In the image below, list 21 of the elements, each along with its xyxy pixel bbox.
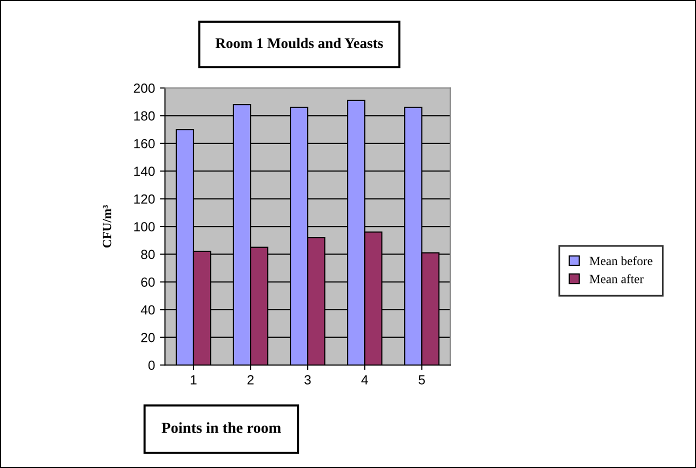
x-tick-label: 4 bbox=[361, 375, 368, 384]
x-tick-label: 2 bbox=[248, 375, 254, 384]
y-tick-label: 120 bbox=[134, 194, 155, 204]
x-tick-label: 3 bbox=[304, 375, 311, 384]
y-axis-title: CFU/m³ bbox=[102, 205, 112, 248]
y-tick-label: 100 bbox=[134, 222, 155, 232]
y-tick-label: 200 bbox=[134, 84, 155, 93]
y-tick-label: 40 bbox=[140, 305, 155, 315]
y-tick-label: 160 bbox=[134, 138, 155, 148]
x-tick-label: 1 bbox=[190, 375, 197, 384]
y-tick-label: 80 bbox=[141, 250, 155, 260]
y-tick-label: 140 bbox=[134, 166, 155, 176]
y-tick-label: 20 bbox=[141, 332, 155, 342]
y-tick-label: 0 bbox=[148, 360, 155, 370]
x-axis-title: Points in the room bbox=[162, 422, 281, 433]
y-tick-label: 60 bbox=[141, 277, 155, 287]
legend-label: Mean after bbox=[590, 274, 644, 284]
chart-title: Room 1 Moulds and Yeasts bbox=[216, 38, 383, 48]
x-tick-label: 5 bbox=[418, 375, 425, 384]
y-tick-label: 180 bbox=[134, 111, 155, 121]
legend-label: Mean before bbox=[590, 256, 652, 266]
